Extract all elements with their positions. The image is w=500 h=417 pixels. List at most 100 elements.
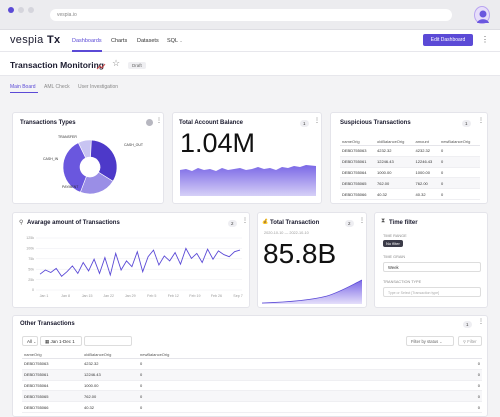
draft-badge: Draft (128, 62, 146, 69)
location-pin-icon: ⚲ (19, 220, 24, 226)
table-row[interactable]: DEBD755064 1000.00 0 0 (22, 380, 482, 392)
window-dot-icon[interactable] (18, 7, 24, 13)
card-menu-icon[interactable]: ⋮ (242, 218, 248, 224)
column-header[interactable]: newBalanceOrig (438, 138, 480, 146)
x-tick-label: Jan 29 (125, 294, 136, 298)
card-title: Other Transactions (20, 321, 75, 327)
y-tick-label: 100k (26, 247, 34, 251)
filter-count-badge[interactable]: 1 (462, 120, 471, 127)
chevron-down-icon: ⌄ (179, 38, 183, 43)
card-menu-icon[interactable]: ⋮ (478, 118, 484, 124)
settings-icon[interactable] (146, 119, 153, 126)
time-grain-select[interactable]: Week (383, 262, 481, 272)
card-menu-icon[interactable]: ⋮ (359, 218, 365, 224)
transaction-type-label: TRANSACTION TYPE (383, 280, 422, 284)
column-header[interactable]: nameOrig (22, 351, 82, 359)
pie-label-cash-out: CASH_OUT (124, 143, 144, 147)
time-grain-label: TIME GRAIN (383, 255, 406, 259)
x-tick-label: Jan 8 (61, 294, 70, 298)
table-row[interactable]: DEBD755063 4232.32 4232.32 0 (340, 145, 480, 157)
card-menu-icon[interactable]: ⋮ (478, 319, 484, 325)
card-title: Avarage amount of Transactions (27, 220, 120, 226)
transaction-type-select[interactable]: Type or Select [Transaction type] (383, 287, 481, 297)
card-title: Total Transaction (270, 220, 320, 226)
filter-status-select[interactable]: Filter by status ⌄ (406, 336, 454, 346)
column-header[interactable]: nameOrig (340, 138, 375, 146)
tab-main-board[interactable]: Main Board (10, 84, 36, 90)
filter-icon: ⚲ (463, 339, 467, 344)
x-tick-label: Jan 15 (82, 294, 93, 298)
app-nav (0, 30, 500, 52)
pie-slice[interactable] (90, 139, 118, 182)
x-tick-label: Feb 5 (147, 294, 156, 298)
pie-slice[interactable] (62, 142, 87, 193)
balance-sparkline (180, 165, 316, 196)
filter-button[interactable]: ⚲ Filter (458, 336, 482, 346)
avg-amount-line-chart: 125k 100k 75k 50k 25k 0 Jan 1 Jan 8 Jan 15 Jan 22… (26, 236, 243, 298)
transaction-types-pie (62, 139, 118, 195)
edit-dashboard-button[interactable]: Edit Dashboard (423, 34, 473, 46)
column-header[interactable]: oldBalanceOrig (82, 351, 138, 359)
x-tick-label: Feb 19 (189, 294, 200, 298)
star-icon[interactable]: ☆ (112, 58, 121, 68)
tab-user-investigation[interactable]: User Investigation (78, 84, 119, 90)
chevron-down-icon: ⌄ (439, 340, 443, 344)
x-tick-label: Feb 12 (168, 294, 179, 298)
card-title: Transactions Types (20, 120, 76, 126)
x-tick-label: Sep 7 (233, 294, 242, 298)
filter-count-badge[interactable]: 1 (300, 120, 309, 127)
date-range-picker[interactable]: ▦ Jan 1-Dec 1 (40, 336, 82, 346)
pie-label-transfer: TRANSFER (58, 135, 77, 139)
column-header[interactable]: oldBalanceOrig (375, 138, 414, 146)
y-tick-label: 25k (28, 278, 34, 282)
table-row[interactable]: DEBD755061 12246.43 12246.43 0 (340, 156, 480, 168)
avatar[interactable] (474, 6, 490, 24)
chevron-down-icon: ⌄ (33, 340, 37, 344)
y-tick-label: 0 (32, 288, 34, 292)
user-avatar-icon (477, 10, 489, 23)
hourglass-icon: ⧗ (381, 218, 386, 224)
more-menu-icon[interactable]: ⋮ (481, 35, 489, 44)
logo[interactable]: vespia Tx (10, 34, 61, 46)
card-title: Total Account Balance (179, 120, 244, 126)
calendar-icon: ▦ (45, 339, 50, 344)
trend-icon[interactable] (96, 59, 106, 77)
nav-active-underline (72, 50, 102, 52)
table-row[interactable]: DEBD755065 762.00 762.00 0 (340, 177, 480, 190)
nav-sql[interactable]: SQL ⌄ (167, 38, 183, 44)
column-header[interactable]: newBalanceOrig (138, 351, 452, 359)
card-menu-icon[interactable]: ⋮ (314, 118, 320, 124)
card-title: Time filter (389, 220, 418, 226)
card-menu-icon[interactable]: ⋮ (156, 118, 162, 124)
window-dot-icon[interactable] (28, 7, 34, 13)
table-row[interactable]: DEBD755064 1000.00 1000.00 0 (340, 167, 480, 179)
tab-underline (10, 92, 38, 93)
tab-aml-check[interactable]: AML Check (44, 84, 70, 90)
table-row[interactable]: DEBD755066 40.32 0 0 (22, 401, 482, 413)
total-transaction-sparkline (262, 279, 362, 304)
table-row[interactable]: DEBD755063 4232.32 0 0 (22, 358, 482, 370)
url-bar[interactable]: vespia.io (50, 9, 452, 21)
pie-label-cash-in: CASH_IN (43, 157, 59, 161)
y-tick-label: 125k (26, 236, 34, 240)
filter-count-badge[interactable]: 2 (228, 220, 237, 227)
title-bar (0, 52, 500, 76)
filter-count-badge[interactable]: 2 (345, 220, 354, 227)
total-transaction-value: 85.8B (263, 238, 337, 269)
nav-charts[interactable]: Charts (111, 38, 128, 44)
x-tick-label: Jan 1 (40, 294, 49, 298)
table-row[interactable]: DEBD755065 762.00 0 0 (22, 390, 482, 403)
time-range-chip[interactable]: No filter (383, 240, 403, 247)
nav-datasets[interactable]: Datasets (137, 38, 159, 44)
window-dot-icon[interactable] (8, 7, 14, 13)
table-row[interactable]: DEBD755066 40.32 40.32 0 (340, 188, 480, 200)
page-size-select[interactable]: All ⌄ (22, 336, 38, 346)
nav-dashboards[interactable]: Dashboards (72, 38, 102, 44)
x-tick-label: Feb 26 (211, 294, 222, 298)
column-header[interactable]: amount (413, 138, 439, 146)
search-input[interactable] (84, 336, 132, 346)
card-title: Suspicious Transactions (340, 120, 411, 126)
table-row[interactable]: DEBD755061 12246.43 0 0 (22, 369, 482, 381)
avg-amount-series-line[interactable] (39, 247, 241, 277)
filter-count-badge[interactable]: 1 (463, 321, 472, 328)
